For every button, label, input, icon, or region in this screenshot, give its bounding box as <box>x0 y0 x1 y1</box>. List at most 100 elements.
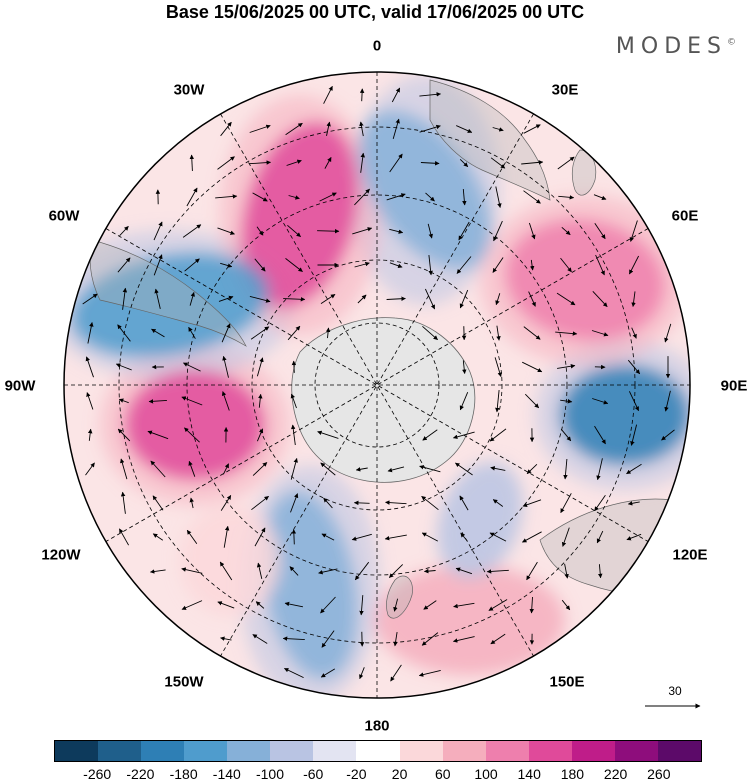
wind-vector <box>522 361 543 373</box>
wind-vector <box>390 664 402 682</box>
wind-vector <box>359 595 364 616</box>
map-boundary <box>63 71 691 699</box>
wind-vector <box>290 493 299 513</box>
lon-label-60w: 60W <box>48 207 80 225</box>
colorbar-segment-5 <box>270 741 314 761</box>
colorbar-tick: 180 <box>560 766 585 782</box>
wind-vector <box>560 257 572 273</box>
wind-vector <box>118 398 129 404</box>
wind-vector <box>386 193 406 201</box>
wind-vector <box>149 569 166 574</box>
wind-vector <box>423 600 437 610</box>
wind-vector <box>117 257 131 273</box>
wind-vector <box>182 224 202 238</box>
wind-vector <box>354 561 370 581</box>
lon-label-60e: 60E <box>671 207 699 225</box>
wind-vector <box>181 396 203 406</box>
wind-vector <box>421 532 439 542</box>
wind-vector <box>564 563 569 579</box>
wind-vector <box>664 323 672 343</box>
wind-vector <box>389 262 403 268</box>
wind-vector <box>285 122 303 136</box>
wind-vector <box>360 152 365 173</box>
lon-label-90w: 90W <box>4 377 36 395</box>
new-zealand <box>386 575 413 619</box>
wind-vector <box>188 460 196 477</box>
wind-vector <box>320 294 336 304</box>
wind-vector <box>459 392 469 411</box>
wind-vector <box>556 292 576 306</box>
wind-vector <box>528 222 536 240</box>
colorbar-tick: -100 <box>255 766 285 782</box>
colorbar-tick: -260 <box>83 766 112 782</box>
colorbar-tick: -60 <box>303 766 324 782</box>
modes-logo: MODES© <box>616 34 736 59</box>
wind-vector <box>664 390 671 412</box>
wind-vector <box>119 225 129 237</box>
wind-vector <box>287 224 301 238</box>
lon-label-120e: 120E <box>672 546 708 564</box>
wind-vector <box>220 636 232 641</box>
wind-vector <box>592 398 609 405</box>
wind-vector <box>189 291 195 306</box>
wind-vector <box>321 533 335 541</box>
wind-vector <box>85 356 94 378</box>
wind-vector <box>86 392 94 410</box>
wind-vector <box>359 88 365 102</box>
colorbar-ticks: -260 -220 -180 -140 -100 -60 -20 20 60 100 140 180 2… <box>0 766 750 782</box>
wind-vector <box>355 467 368 472</box>
colorbar-tick: -140 <box>212 766 241 782</box>
wind-vector <box>626 463 642 475</box>
wind-vector <box>490 633 506 645</box>
wind-vector <box>152 533 164 541</box>
wind-vector <box>359 667 365 680</box>
colorbar-tick: 60 <box>435 766 451 782</box>
wind-vector <box>428 255 433 276</box>
wind-vector <box>188 326 196 339</box>
wind-vector <box>184 427 200 443</box>
wind-vector <box>217 227 235 235</box>
colorbar-tick: -20 <box>346 766 367 782</box>
wind-vector <box>495 390 500 413</box>
wind-vector <box>254 258 266 272</box>
negative-anomaly-120e <box>437 461 523 579</box>
wind-vector <box>258 393 263 408</box>
wind-vectors <box>82 85 675 682</box>
wind-vector <box>386 296 406 301</box>
wind-vector <box>523 124 541 134</box>
wind-vector <box>317 228 340 234</box>
wind-vector <box>254 527 266 547</box>
wind-vector <box>492 257 504 273</box>
wind-vector <box>459 495 469 511</box>
wind-vector <box>255 601 265 609</box>
wind-vector <box>489 532 507 542</box>
wind-vector <box>560 428 572 442</box>
wind-vector <box>115 363 132 371</box>
wind-vector <box>119 528 129 546</box>
wind-vector <box>563 458 568 480</box>
wind-vector <box>421 632 439 646</box>
colorbar-tick: 20 <box>391 766 408 782</box>
wind-vector <box>594 222 606 240</box>
wind-vector <box>628 255 640 275</box>
wind-vector <box>591 330 609 337</box>
wind-vector <box>557 156 575 170</box>
wind-vector <box>421 495 439 511</box>
lon-label-30e: 30E <box>551 81 579 99</box>
colorbar-segment-1 <box>98 741 142 761</box>
wind-vector <box>147 430 169 440</box>
reference-vector-label: 30 <box>668 684 682 698</box>
lon-label-150e: 150E <box>549 673 585 691</box>
wind-vector <box>353 500 370 506</box>
wind-vector <box>628 391 640 412</box>
wind-vector <box>456 256 472 274</box>
wind-vector <box>221 323 231 343</box>
wind-vector <box>222 463 230 475</box>
wind-vector <box>521 160 544 165</box>
wind-vector <box>385 500 407 505</box>
wind-vector <box>422 429 438 441</box>
wind-vector <box>186 529 198 545</box>
wind-vector <box>181 600 203 610</box>
colorbar-segment-13 <box>614 741 658 761</box>
wind-vector <box>522 531 542 543</box>
